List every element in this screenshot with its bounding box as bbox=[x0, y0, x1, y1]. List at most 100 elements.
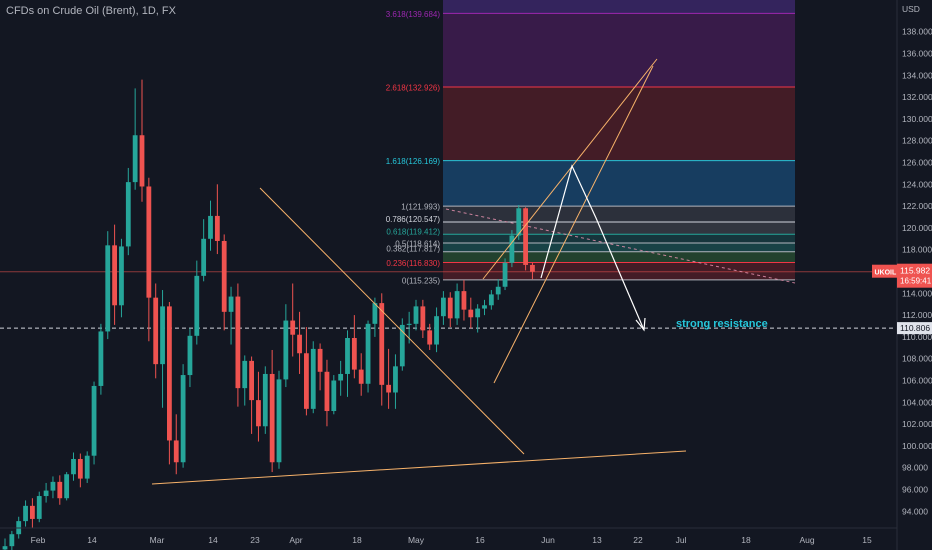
candle bbox=[2, 538, 8, 550]
candle bbox=[482, 299, 487, 316]
candle bbox=[495, 279, 501, 300]
candle-body bbox=[84, 455, 90, 479]
candle-body bbox=[345, 337, 350, 374]
candle-body bbox=[530, 264, 535, 272]
candle bbox=[509, 230, 515, 268]
candle-body bbox=[379, 303, 385, 385]
candle-body bbox=[160, 306, 165, 365]
candle-body bbox=[71, 458, 76, 475]
candle bbox=[358, 353, 364, 396]
fib-level-label: 3.618(139.684) bbox=[386, 10, 441, 19]
candle-body bbox=[283, 320, 289, 380]
trendlines bbox=[151, 58, 687, 485]
candle bbox=[57, 475, 63, 505]
fib-level-label: 0(115.235) bbox=[402, 276, 440, 285]
candle bbox=[105, 231, 111, 340]
candle bbox=[249, 356, 254, 434]
candle bbox=[71, 452, 76, 481]
last-price-value: 115.982 bbox=[900, 266, 930, 276]
fib-level-label: 0.382(117.817) bbox=[386, 245, 440, 254]
price-axis-tick-label: 96.000 bbox=[902, 485, 928, 495]
candle-body bbox=[221, 240, 227, 312]
candle bbox=[194, 260, 200, 345]
candle-body bbox=[180, 375, 186, 463]
candle-body bbox=[351, 337, 357, 370]
symbol-badge-label: UKOIL bbox=[875, 270, 898, 277]
candle bbox=[64, 472, 70, 501]
candle bbox=[488, 290, 494, 310]
candle-body bbox=[290, 320, 296, 335]
candle-body bbox=[153, 297, 159, 365]
projection-path bbox=[540, 164, 645, 331]
candle bbox=[304, 327, 309, 416]
time-axis-label: Apr bbox=[289, 535, 302, 545]
candle bbox=[276, 370, 282, 469]
fib-zone bbox=[443, 251, 795, 263]
candle-body bbox=[208, 215, 213, 239]
support-trendline bbox=[151, 450, 687, 485]
candle bbox=[310, 341, 316, 414]
candle bbox=[447, 292, 453, 328]
price-axis-tick-label: 100.000 bbox=[902, 441, 932, 451]
candle bbox=[160, 290, 165, 408]
candle-body bbox=[91, 385, 97, 456]
price-axis-tick-label: 110.000 bbox=[902, 332, 932, 342]
candle-body bbox=[427, 330, 433, 345]
candle-body bbox=[187, 335, 193, 376]
time-axis-label: Jul bbox=[676, 535, 687, 545]
time-axis-label: 13 bbox=[592, 535, 602, 545]
candle bbox=[475, 304, 481, 333]
time-axis-label: Feb bbox=[31, 535, 46, 545]
hline-price-value: 110.806 bbox=[900, 323, 930, 333]
fib-level-label: 1.618(126.169) bbox=[386, 157, 441, 166]
time-axis-label: 14 bbox=[208, 535, 218, 545]
candle bbox=[530, 262, 535, 280]
time-axis-label: 18 bbox=[741, 535, 751, 545]
time-axis-label: 22 bbox=[633, 535, 643, 545]
candle-body bbox=[228, 296, 234, 312]
candle-body bbox=[475, 308, 481, 318]
price-axis-tick-label: 94.000 bbox=[902, 506, 928, 516]
candle bbox=[221, 234, 227, 331]
time-axis-label: 23 bbox=[250, 535, 260, 545]
price-axis-tick-label: 126.000 bbox=[902, 158, 932, 168]
candle bbox=[77, 453, 83, 488]
candle-body bbox=[235, 296, 241, 389]
time-axis-label: Aug bbox=[799, 535, 814, 545]
candle-body bbox=[413, 306, 419, 324]
candle-body bbox=[488, 294, 494, 306]
price-axis-tick-label: 112.000 bbox=[902, 310, 932, 320]
fib-level-label: 1(121.993) bbox=[401, 203, 440, 212]
fib-level-label: 2.618(132.926) bbox=[386, 84, 441, 93]
candle-body bbox=[262, 373, 268, 427]
candle bbox=[125, 167, 131, 256]
candle bbox=[399, 318, 405, 371]
candle bbox=[112, 224, 117, 325]
candle-body bbox=[331, 380, 337, 412]
candle-body bbox=[2, 546, 8, 550]
candle-body bbox=[304, 353, 309, 409]
candle bbox=[214, 184, 220, 255]
candle bbox=[413, 299, 419, 331]
price-axis: USD 94.000 96.000 98.000 100.000 102.000 104.0… bbox=[896, 0, 932, 550]
time-axis-label: May bbox=[408, 535, 425, 545]
candle bbox=[23, 500, 28, 527]
candle-body bbox=[30, 505, 35, 519]
fib-zone bbox=[443, 13, 795, 88]
candle-body bbox=[201, 238, 207, 276]
price-axis-tick-label: 136.000 bbox=[902, 49, 932, 59]
candle bbox=[50, 476, 56, 499]
candle bbox=[345, 330, 350, 397]
candle bbox=[235, 283, 241, 407]
candle-body bbox=[269, 373, 275, 463]
candle-body bbox=[214, 215, 220, 241]
time-axis-label: 18 bbox=[352, 535, 362, 545]
candle bbox=[365, 320, 371, 393]
candle bbox=[324, 359, 330, 427]
candle-body bbox=[167, 306, 172, 441]
candle bbox=[180, 364, 186, 468]
candle-body bbox=[119, 246, 124, 306]
